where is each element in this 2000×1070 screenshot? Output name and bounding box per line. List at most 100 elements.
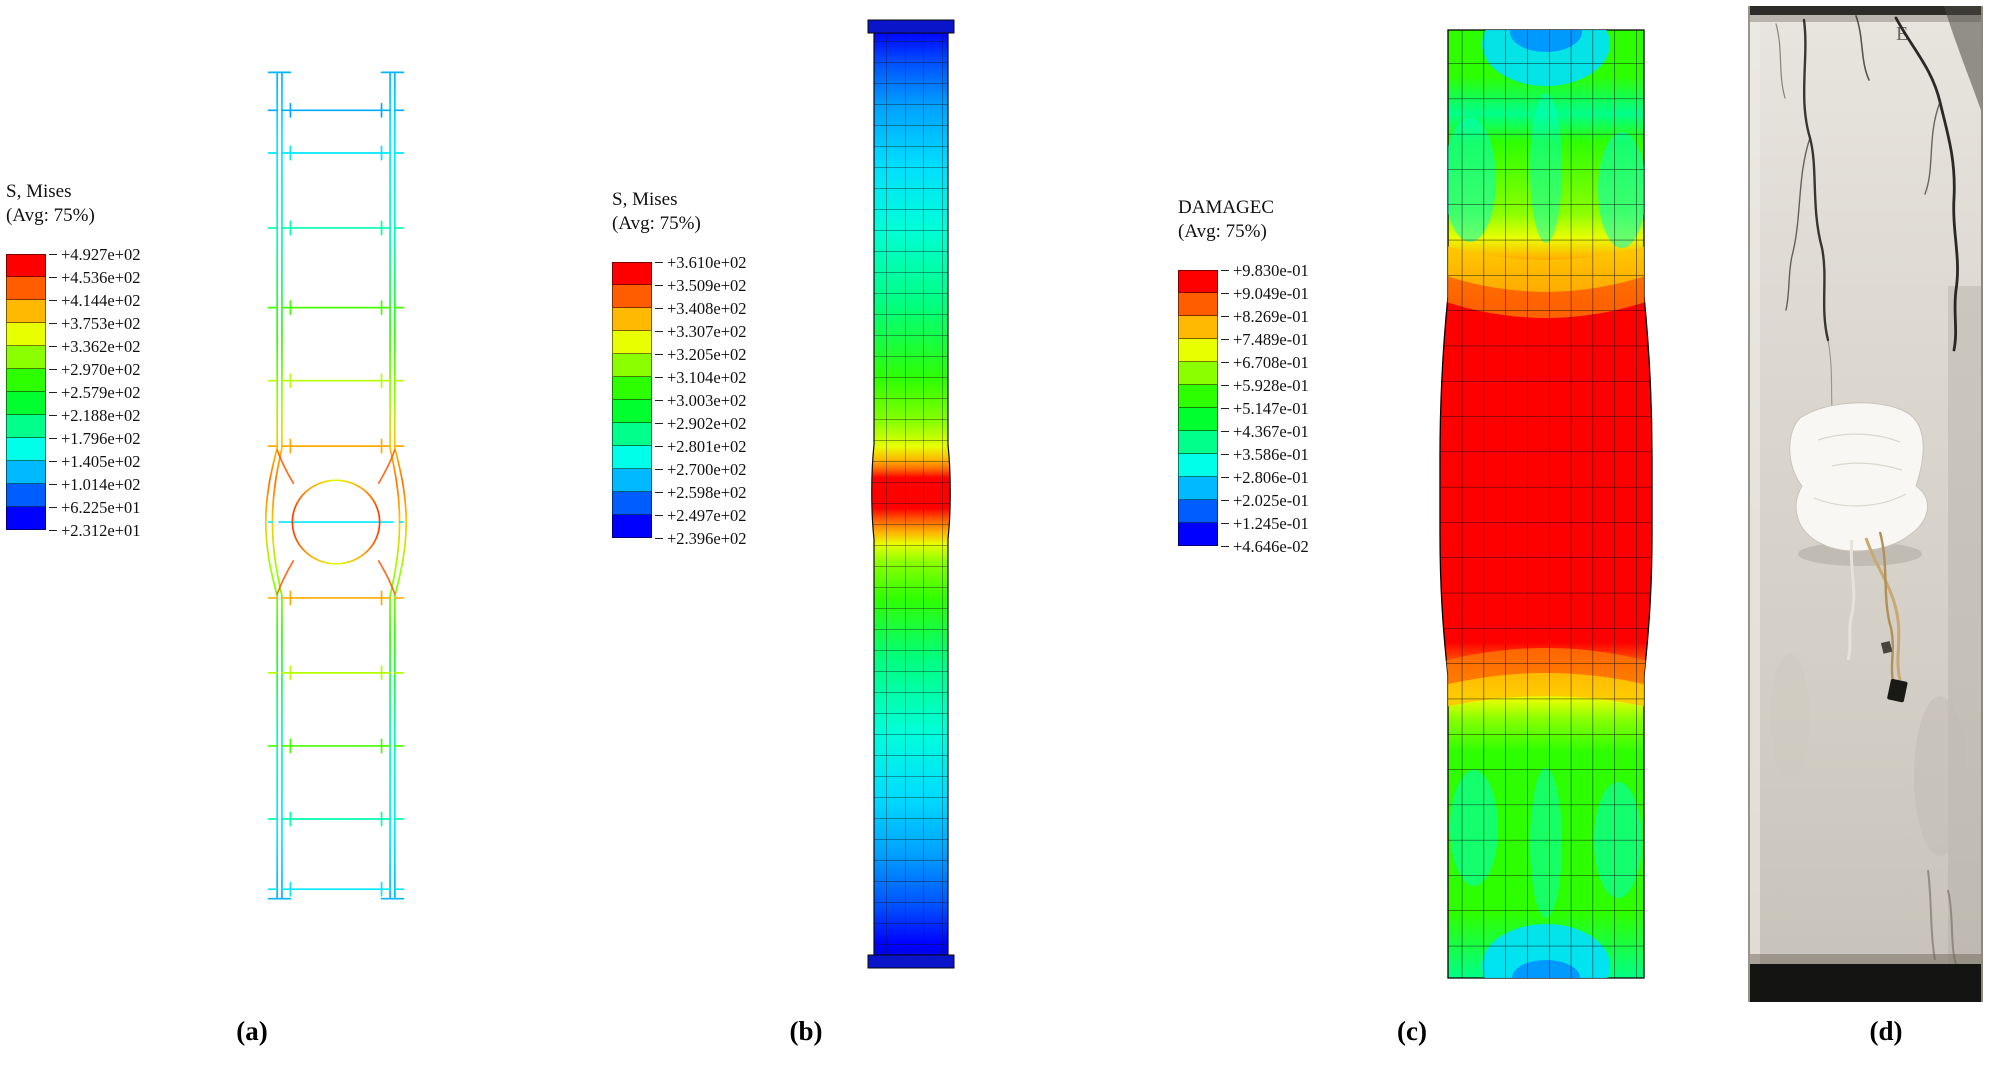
legend-tick-label: +1.014e+02 bbox=[49, 473, 141, 496]
legend-color-band bbox=[6, 300, 46, 323]
legend-tick-label: +2.806e-01 bbox=[1221, 466, 1309, 489]
legend-tick-label: +3.753e+02 bbox=[49, 312, 141, 335]
legend-color-band bbox=[6, 438, 46, 461]
damage-contour-patches bbox=[1440, 30, 1652, 978]
panel-caption-a: (a) bbox=[236, 1016, 268, 1046]
sensor-wires bbox=[1846, 531, 1902, 689]
legend-tick-label: +2.025e-01 bbox=[1221, 489, 1309, 512]
contour-plot-concrete-damage bbox=[1439, 29, 1653, 979]
legend-color-band bbox=[612, 446, 652, 469]
legend-tick-label: +4.144e+02 bbox=[49, 289, 141, 312]
legend-color-band bbox=[1178, 270, 1218, 293]
legend-color-band bbox=[6, 346, 46, 369]
legend-color-band bbox=[1178, 477, 1218, 500]
legend-color-band bbox=[612, 285, 652, 308]
legend-title: DAMAGEC bbox=[1178, 197, 1275, 218]
crack-lines bbox=[1775, 15, 1959, 441]
specimen-marking: E bbox=[1896, 23, 1908, 45]
legend-color-band bbox=[1178, 362, 1218, 385]
legend-color-band bbox=[6, 254, 46, 277]
legend-color-band bbox=[6, 415, 46, 438]
legend-color-band bbox=[1178, 431, 1218, 454]
panel-caption-b: (b) bbox=[789, 1016, 823, 1046]
legend-tick-label: +3.307e+02 bbox=[655, 320, 747, 343]
legend-tick-label: +9.049e-01 bbox=[1221, 282, 1309, 305]
legend-tick-label: +5.928e-01 bbox=[1221, 374, 1309, 397]
legend-body: +3.610e+02 +3.509e+02 +3.408e+02 +3.307e+02… bbox=[612, 253, 747, 561]
legend-colorbar bbox=[1178, 270, 1218, 569]
legend-color-band bbox=[612, 308, 652, 331]
legend-color-band bbox=[612, 469, 652, 492]
legend-color-band bbox=[612, 400, 652, 423]
legend-color-band bbox=[612, 423, 652, 446]
legend-tick-label: +6.708e-01 bbox=[1221, 351, 1309, 374]
legend-tick-label: +4.927e+02 bbox=[49, 243, 141, 266]
legend-damage-c: DAMAGEC (Avg: 75%) +9.830e-01 +9.049e-01 +… bbox=[1178, 196, 1309, 569]
contour-plot-steel-tube bbox=[867, 19, 955, 969]
legend-color-band bbox=[1178, 316, 1218, 339]
top-end-plate bbox=[867, 19, 955, 34]
legend-subtitle: (Avg: 75%) bbox=[612, 213, 701, 234]
panel-caption-d: (d) bbox=[1869, 1016, 1903, 1046]
legend-tick-label: +1.245e-01 bbox=[1221, 512, 1309, 535]
strain-gauge bbox=[1887, 678, 1908, 703]
buckled-bar-lens bbox=[291, 479, 381, 565]
legend-color-band bbox=[6, 369, 46, 392]
legend-color-band bbox=[1178, 339, 1218, 362]
legend-tick-label: +2.579e+02 bbox=[49, 381, 141, 404]
legend-title: S, Mises bbox=[6, 181, 72, 202]
legend-color-band bbox=[6, 277, 46, 300]
legend-color-band bbox=[1178, 293, 1218, 316]
legend-tick-label: +6.225e+01 bbox=[49, 496, 141, 519]
legend-tick-label: +2.970e+02 bbox=[49, 358, 141, 381]
legend-tick-label: +9.830e-01 bbox=[1221, 259, 1309, 282]
legend-tick-label: +5.147e-01 bbox=[1221, 397, 1309, 420]
top-edge-band bbox=[1748, 6, 1983, 15]
legend-stress-b: S, Mises (Avg: 75%) +3.610e+02 +3.509e+02… bbox=[612, 188, 747, 561]
legend-title: S, Mises bbox=[612, 189, 678, 210]
legend-color-band bbox=[6, 323, 46, 346]
legend-tick-label: +2.396e+02 bbox=[655, 527, 747, 550]
legend-tick-label: +3.205e+02 bbox=[655, 343, 747, 366]
legend-tick-label: +1.796e+02 bbox=[49, 427, 141, 450]
legend-color-band bbox=[1178, 523, 1218, 546]
legend-color-band bbox=[612, 262, 652, 285]
legend-tick-labels: +9.830e-01 +9.049e-01 +8.269e-01 +7.489e-01… bbox=[1221, 259, 1309, 558]
legend-colorbar bbox=[6, 254, 46, 553]
legend-tick-label: +2.801e+02 bbox=[655, 435, 747, 458]
legend-tick-label: +3.408e+02 bbox=[655, 297, 747, 320]
bottom-end-plate bbox=[867, 954, 955, 969]
legend-color-band bbox=[612, 492, 652, 515]
legend-tick-label: +3.610e+02 bbox=[655, 251, 747, 274]
legend-body: +4.927e+02 +4.536e+02 +4.144e+02 +3.753e+02… bbox=[6, 245, 141, 553]
legend-tick-label: +3.362e+02 bbox=[49, 335, 141, 358]
mesh-grid bbox=[871, 23, 951, 965]
legend-tick-label: +8.269e-01 bbox=[1221, 305, 1309, 328]
legend-color-band bbox=[612, 515, 652, 538]
contour-plot-rebar-cage bbox=[264, 71, 408, 900]
legend-tick-label: +1.405e+02 bbox=[49, 450, 141, 473]
legend-color-band bbox=[6, 507, 46, 530]
legend-color-band bbox=[1178, 408, 1218, 431]
legend-tick-labels: +4.927e+02 +4.536e+02 +4.144e+02 +3.753e+02… bbox=[49, 243, 141, 542]
spalled-patch bbox=[1789, 402, 1928, 566]
legend-tick-label: +2.902e+02 bbox=[655, 412, 747, 435]
legend-color-band bbox=[1178, 385, 1218, 408]
photo-test-specimen: E bbox=[1748, 6, 1983, 1002]
bottom-edge-band bbox=[1748, 964, 1983, 1002]
legend-color-band bbox=[1178, 500, 1218, 523]
legend-tick-label: +2.188e+02 bbox=[49, 404, 141, 427]
mesh-grid bbox=[1440, 30, 1652, 978]
legend-tick-label: +3.003e+02 bbox=[655, 389, 747, 412]
legend-color-band bbox=[612, 331, 652, 354]
legend-tick-label: +3.586e-01 bbox=[1221, 443, 1309, 466]
legend-tick-label: +2.700e+02 bbox=[655, 458, 747, 481]
legend-tick-label: +3.509e+02 bbox=[655, 274, 747, 297]
legend-tick-label: +2.497e+02 bbox=[655, 504, 747, 527]
legend-tick-label: +4.536e+02 bbox=[49, 266, 141, 289]
legend-tick-label: +4.646e-02 bbox=[1221, 535, 1309, 558]
rebar-cage-wireframe bbox=[264, 71, 408, 900]
legend-tick-label: +2.598e+02 bbox=[655, 481, 747, 504]
legend-tick-label: +2.312e+01 bbox=[49, 519, 141, 542]
